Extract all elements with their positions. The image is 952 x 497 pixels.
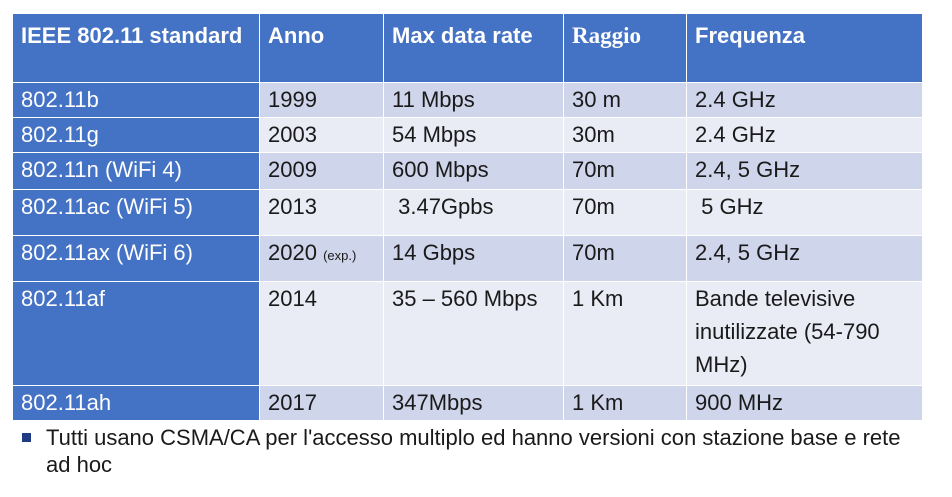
table-row: 802.11b 1999 11 Mbps 30 m 2.4 GHz: [12, 82, 923, 118]
header-anno: Anno: [259, 13, 384, 83]
cell-rate: 35 – 560 Mbps: [383, 281, 564, 386]
cell-anno: 2013: [259, 189, 384, 236]
table-row: 802.11n (WiFi 4) 2009 600 Mbps 70m 2.4, …: [12, 152, 923, 190]
cell-frequenza: 900 MHz: [686, 385, 923, 421]
table-row: 802.11g 2003 54 Mbps 30m 2.4 GHz: [12, 117, 923, 153]
cell-rate: 54 Mbps: [383, 117, 564, 153]
cell-raggio: 30 m: [563, 82, 687, 118]
cell-standard: 802.11ac (WiFi 5): [12, 189, 260, 236]
cell-rate: 3.47Gpbs: [383, 189, 564, 236]
cell-rate: 14 Gbps: [383, 235, 564, 282]
cell-raggio: 70m: [563, 152, 687, 190]
cell-raggio: 1 Km: [563, 385, 687, 421]
table-row: 802.11ah 2017 347Mbps 1 Km 900 MHz: [12, 385, 923, 421]
cell-anno: 2017: [259, 385, 384, 421]
cell-frequenza: 2.4 GHz: [686, 117, 923, 153]
cell-anno: 2020 (exp.): [259, 235, 384, 282]
cell-rate: 347Mbps: [383, 385, 564, 421]
cell-anno: 2014: [259, 281, 384, 386]
table-row: 802.11ac (WiFi 5) 2013 3.47Gpbs 70m 5 GH…: [12, 189, 923, 236]
header-raggio: Raggio: [563, 13, 687, 83]
cell-anno: 1999: [259, 82, 384, 118]
table-header-row: IEEE 802.11 standard Anno Max data rate …: [12, 13, 923, 83]
cell-rate: 11 Mbps: [383, 82, 564, 118]
bullet-text: Tutti usano CSMA/CA per l'accesso multip…: [46, 425, 901, 477]
cell-anno: 2009: [259, 152, 384, 190]
cell-standard: 802.11g: [12, 117, 260, 153]
cell-standard: 802.11ax (WiFi 6): [12, 235, 260, 282]
cell-anno: 2003: [259, 117, 384, 153]
cell-standard: 802.11ah: [12, 385, 260, 421]
cell-raggio: 30m: [563, 117, 687, 153]
table-row: 802.11af 2014 35 – 560 Mbps 1 Km Bande t…: [12, 281, 923, 386]
anno-note: (exp.): [323, 248, 357, 263]
cell-standard: 802.11n (WiFi 4): [12, 152, 260, 190]
cell-standard: 802.11b: [12, 82, 260, 118]
table-row: 802.11ax (WiFi 6) 2020 (exp.) 14 Gbps 70…: [12, 235, 923, 282]
cell-frequenza: 2.4, 5 GHz: [686, 235, 923, 282]
cell-frequenza: Bande televisive inutilizzate (54-790 MH…: [686, 281, 923, 386]
header-rate: Max data rate: [383, 13, 564, 83]
bullet-item: Tutti usano CSMA/CA per l'accesso multip…: [22, 424, 922, 478]
header-standard: IEEE 802.11 standard: [12, 13, 260, 83]
cell-frequenza: 2.4, 5 GHz: [686, 152, 923, 190]
cell-frequenza: 5 GHz: [686, 189, 923, 236]
cell-raggio: 1 Km: [563, 281, 687, 386]
standards-table: IEEE 802.11 standard Anno Max data rate …: [12, 13, 923, 421]
cell-standard: 802.11af: [12, 281, 260, 386]
header-frequenza: Frequenza: [686, 13, 923, 83]
square-bullet-icon: [22, 433, 31, 442]
cell-raggio: 70m: [563, 235, 687, 282]
cell-frequenza: 2.4 GHz: [686, 82, 923, 118]
cell-raggio: 70m: [563, 189, 687, 236]
cell-rate: 600 Mbps: [383, 152, 564, 190]
